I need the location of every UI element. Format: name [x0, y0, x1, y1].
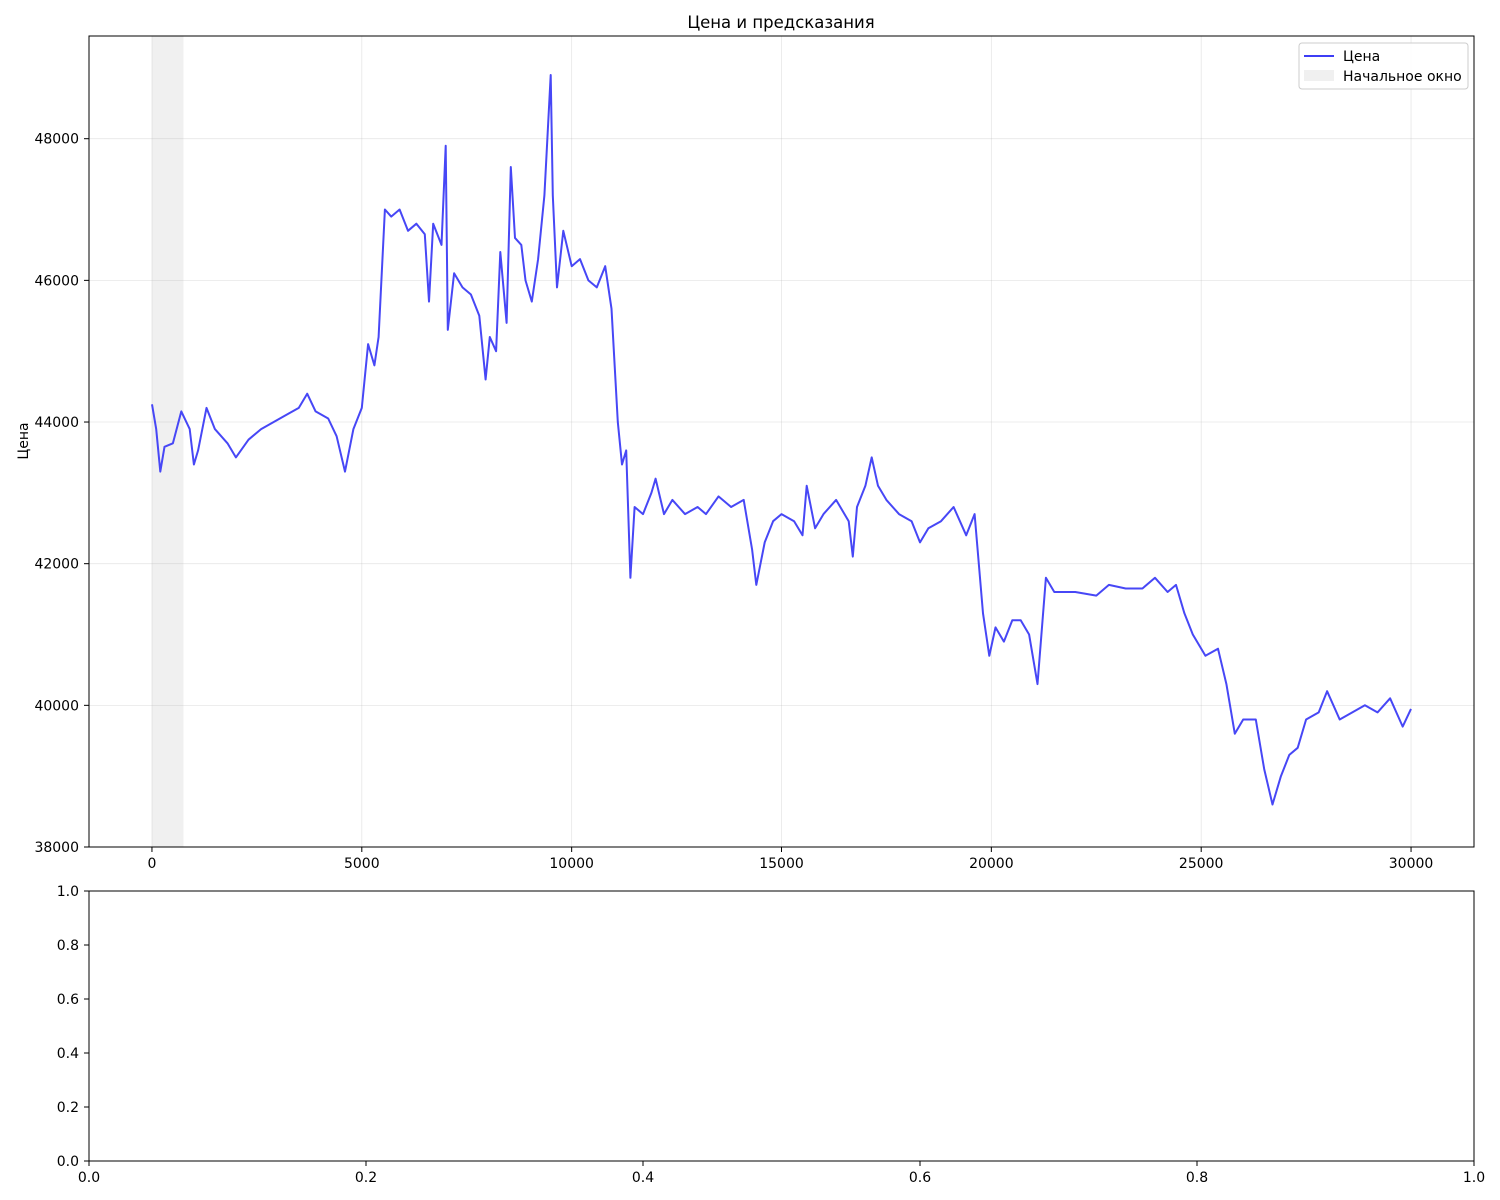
y-tick-label: 0.4	[57, 1046, 79, 1062]
y-tick-label: 48000	[34, 132, 79, 148]
x-tick-label: 0.8	[1186, 1170, 1208, 1186]
legend-label-price: Цена	[1343, 49, 1380, 65]
x-tick-label: 15000	[759, 856, 804, 872]
y-tick-label: 1.0	[57, 884, 79, 900]
legend-patch-swatch	[1304, 70, 1334, 81]
x-tick-label: 1.0	[1463, 1170, 1485, 1186]
y-tick-label: 44000	[34, 415, 79, 431]
legend: Цена Начальное окно	[1298, 42, 1469, 90]
legend-label-window: Начальное окно	[1343, 69, 1462, 85]
empty-chart: 0.0 0.2 0.4 0.6 0.8 1.0 0.0 0.2 0.4 0.6 0.8 1.0	[57, 884, 1485, 1186]
x-tick-label: 0.4	[632, 1170, 654, 1186]
x-axis-ticks: 0 5000 10000 15000 20000 25000 30000	[147, 847, 1433, 872]
x-tick-label: 10000	[549, 856, 594, 872]
series-line-price	[151, 74, 1412, 806]
x-tick-label: 25000	[1179, 856, 1224, 872]
y-axis-ticks: 0.0 0.2 0.4 0.6 0.8 1.0	[57, 884, 89, 1170]
x-tick-label: 0	[147, 856, 156, 872]
plot-frame	[88, 890, 1475, 1162]
x-tick-label: 20000	[969, 856, 1014, 872]
y-tick-label: 0.6	[57, 992, 79, 1008]
y-tick-label: 0.8	[57, 938, 79, 954]
x-tick-label: 30000	[1389, 856, 1434, 872]
y-tick-label: 38000	[34, 840, 79, 856]
chart-title: Цена и предсказания	[687, 13, 874, 32]
y-tick-label: 40000	[34, 698, 79, 714]
y-tick-label: 0.2	[57, 1100, 79, 1116]
y-axis-ticks: 38000 40000 42000 44000 46000 48000	[34, 132, 89, 856]
price-chart: Цена и предсказания Цена 0 5000 10000 15000…	[16, 13, 1475, 872]
y-tick-label: 46000	[34, 273, 79, 289]
series-group	[151, 74, 1412, 806]
x-axis-ticks: 0.0 0.2 0.4 0.6 0.8 1.0	[78, 1161, 1485, 1186]
x-tick-label: 5000	[344, 856, 380, 872]
x-tick-label: 0.0	[78, 1170, 100, 1186]
y-axis-label: Цена	[16, 422, 32, 459]
y-tick-label: 42000	[34, 557, 79, 573]
legend-box	[1298, 42, 1469, 90]
x-tick-label: 0.2	[355, 1170, 377, 1186]
x-tick-label: 0.6	[909, 1170, 931, 1186]
y-tick-label: 0.0	[57, 1154, 79, 1170]
